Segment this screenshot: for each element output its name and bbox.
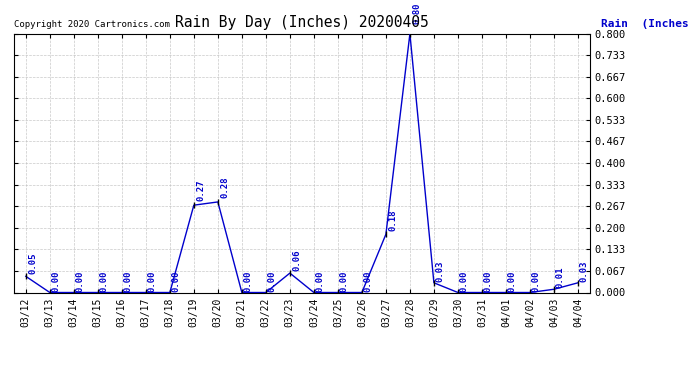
Text: Rain  (Inches): Rain (Inches) <box>602 18 690 28</box>
Text: 0.00: 0.00 <box>148 270 157 291</box>
Text: Copyright 2020 Cartronics.com: Copyright 2020 Cartronics.com <box>14 20 170 28</box>
Text: 0.00: 0.00 <box>100 270 109 291</box>
Text: 0.28: 0.28 <box>221 176 230 198</box>
Text: 0.00: 0.00 <box>244 270 253 291</box>
Text: 0.05: 0.05 <box>29 253 38 274</box>
Text: 0.00: 0.00 <box>124 270 132 291</box>
Text: 0.03: 0.03 <box>436 260 445 282</box>
Text: 0.80: 0.80 <box>413 3 422 24</box>
Text: 0.00: 0.00 <box>172 270 181 291</box>
Text: 0.03: 0.03 <box>580 260 589 282</box>
Text: 0.00: 0.00 <box>76 270 85 291</box>
Text: 0.00: 0.00 <box>508 270 517 291</box>
Text: 0.00: 0.00 <box>316 270 325 291</box>
Text: 0.00: 0.00 <box>532 270 541 291</box>
Text: 0.18: 0.18 <box>388 209 397 231</box>
Text: 0.00: 0.00 <box>364 270 373 291</box>
Text: 0.27: 0.27 <box>197 179 206 201</box>
Text: 0.00: 0.00 <box>52 270 61 291</box>
Text: 0.00: 0.00 <box>484 270 493 291</box>
Text: 0.00: 0.00 <box>268 270 277 291</box>
Text: 0.06: 0.06 <box>293 249 302 271</box>
Text: 0.01: 0.01 <box>556 267 565 288</box>
Title: Rain By Day (Inches) 20200405: Rain By Day (Inches) 20200405 <box>175 15 428 30</box>
Text: 0.00: 0.00 <box>460 270 469 291</box>
Text: 0.00: 0.00 <box>339 270 349 291</box>
